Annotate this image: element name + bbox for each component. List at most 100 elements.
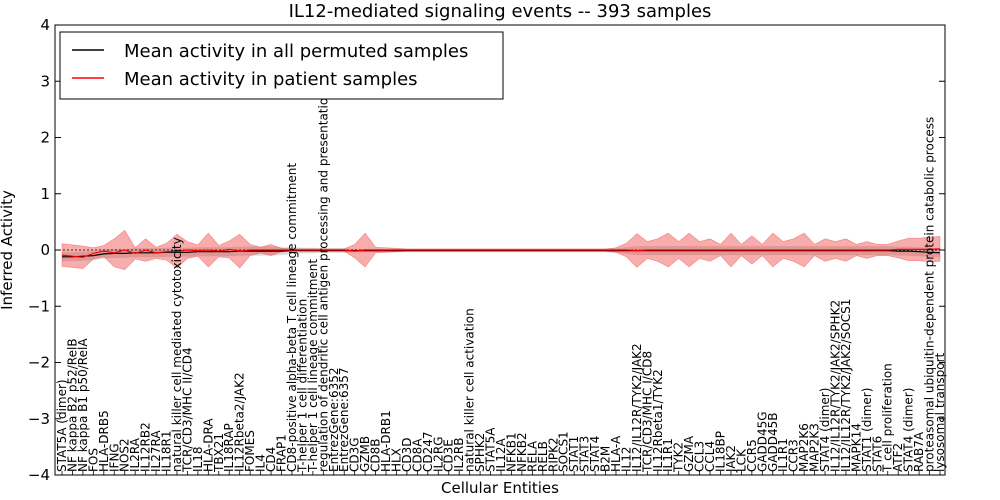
- category-label: TBX21: [212, 433, 226, 473]
- category-label: STAT4 (dimer): [902, 388, 916, 472]
- category-label: T-helper 1 cell differentiation: [295, 299, 309, 473]
- category-label: TCR/CD3/MHC II/CD4: [180, 347, 194, 473]
- category-label: HLA-DRA: [201, 418, 215, 472]
- category-label: CD3E: [442, 439, 456, 472]
- category-label: NF kappa B2 p52/RelB: [66, 338, 80, 472]
- category-label: regulation of dendritic cell antigen pro…: [316, 90, 330, 472]
- category-label: RELB: [536, 441, 550, 472]
- category-label: lysosomal transport: [933, 352, 947, 472]
- category-label: CD8-positive alpha-beta T cell lineage c…: [285, 163, 299, 472]
- category-label: IL18: [191, 447, 205, 473]
- category-label: RAB7A: [912, 431, 926, 472]
- category-label: EntrezGene:6357: [337, 368, 351, 473]
- y-axis-ticks: −4 −3 −2 −1 0 1 2 3 4: [28, 16, 945, 484]
- category-label: IL12Rbeta2/JAK2: [233, 372, 247, 472]
- y-tick-label: 2: [40, 129, 50, 147]
- category-label: GZMB: [358, 436, 372, 472]
- category-label: IL18R1: [160, 431, 174, 472]
- category-label: ATF2: [891, 443, 905, 472]
- category-label: IL18BP: [714, 431, 728, 472]
- category-label: HLA-DRB1: [379, 410, 393, 472]
- category-label: natural killer cell activation: [463, 308, 477, 472]
- category-label: IL12: [619, 447, 633, 473]
- category-label: CCR5: [745, 439, 759, 472]
- category-label: IFNG: [107, 443, 121, 472]
- category-label: TYK2: [672, 442, 686, 473]
- legend: Mean activity in all permuted samples Me…: [59, 31, 504, 100]
- category-label: FRAP1: [275, 434, 289, 472]
- category-label: HLX: [390, 448, 404, 472]
- category-label: IL1R1: [776, 438, 790, 472]
- category-label: STAT1 (dimer): [860, 388, 874, 472]
- category-label: FOMES: [243, 430, 257, 472]
- category-label: NOS2: [118, 438, 132, 472]
- category-label: CCR3: [787, 439, 801, 472]
- category-label: GZMA: [682, 435, 696, 472]
- category-label: STAT3: [578, 436, 592, 472]
- legend-box: [59, 31, 504, 100]
- x-axis-title: Cellular Entities: [441, 479, 559, 497]
- category-label: JAK2: [724, 445, 738, 473]
- category-label: STAT1: [567, 436, 581, 472]
- category-label: IL1R1: [661, 438, 675, 472]
- category-label: IL2RB: [452, 438, 466, 472]
- category-label: STAT5A (dimer): [55, 379, 69, 472]
- category-label: LCK: [734, 448, 748, 472]
- category-label: RELA: [525, 440, 539, 472]
- category-label: CD8A: [410, 438, 424, 472]
- category-label: MAP2K3: [808, 423, 822, 472]
- category-label: CCL3: [693, 441, 707, 472]
- category-label: FOS: [86, 448, 100, 472]
- category-label: CD4: [264, 447, 278, 472]
- chart-title: IL12-mediated signaling events -- 393 sa…: [289, 1, 712, 22]
- category-label: NFKB2: [515, 432, 529, 472]
- category-label: CD3G: [348, 437, 362, 472]
- y-tick-label: 1: [40, 185, 50, 203]
- category-label: IL2RA: [128, 437, 142, 472]
- category-label: STAT4: [588, 436, 602, 472]
- category-label: HLA-A: [609, 435, 623, 472]
- category-label: B2M: [599, 446, 613, 472]
- category-label: STAT6: [870, 436, 884, 472]
- series-line-patient: [61, 248, 941, 258]
- y-tick-label: 4: [40, 16, 50, 34]
- category-label: CD247: [421, 431, 435, 472]
- plot-area: [55, 229, 945, 271]
- legend-label-permuted: Mean activity in all permuted samples: [124, 41, 468, 62]
- y-tick-label: 0: [40, 241, 50, 259]
- category-label: IL2RG: [431, 437, 445, 473]
- category-label: SOCS1: [557, 431, 571, 472]
- category-label: IL12RB2: [139, 422, 153, 472]
- category-label: IL12A: [494, 438, 508, 472]
- category-label: IL4: [254, 454, 268, 472]
- category-label: SPHK2: [473, 433, 487, 472]
- category-label: EntrezGene:6352: [327, 368, 341, 473]
- category-label: NF kappa B1 p50/RelA: [76, 338, 90, 472]
- category-label: STAT5A: [484, 427, 498, 472]
- category-label: CCL4: [703, 441, 717, 472]
- y-tick-label: −2: [28, 354, 50, 372]
- category-label: IL12/IL12R/TYK2/JAK2/SOCS1: [839, 299, 853, 472]
- category-label: NFKB1: [505, 432, 519, 472]
- category-label: MAP2K6: [797, 423, 811, 472]
- category-label: CD3D: [400, 438, 414, 473]
- category-label: IL27RA: [149, 430, 163, 472]
- category-label: T-helper 1 cell lineage commitment: [306, 259, 320, 473]
- category-label: MAPK14: [849, 423, 863, 472]
- y-axis-title: Inferred Activity: [0, 190, 16, 310]
- category-label: STAT4 (dimer): [818, 388, 832, 472]
- category-label: GADD45G: [755, 411, 769, 472]
- category-label: IL12/IL12R/TYK2/JAK2: [630, 343, 644, 472]
- y-tick-label: −1: [28, 297, 50, 315]
- category-label: T cell proliferation: [881, 363, 895, 473]
- y-tick-label: 3: [40, 72, 50, 90]
- legend-label-patient: Mean activity in patient samples: [124, 69, 418, 90]
- category-label: CD8B: [369, 439, 383, 473]
- category-label: HLA-DRB5: [97, 410, 111, 472]
- category-label: IL18RAP: [222, 423, 236, 472]
- y-tick-label: −4: [28, 466, 50, 484]
- category-label: IL12Rbeta1/TYK2: [651, 369, 665, 472]
- category-label: IL12/IL12R/TYK2/JAK2/SPHK2: [829, 300, 843, 472]
